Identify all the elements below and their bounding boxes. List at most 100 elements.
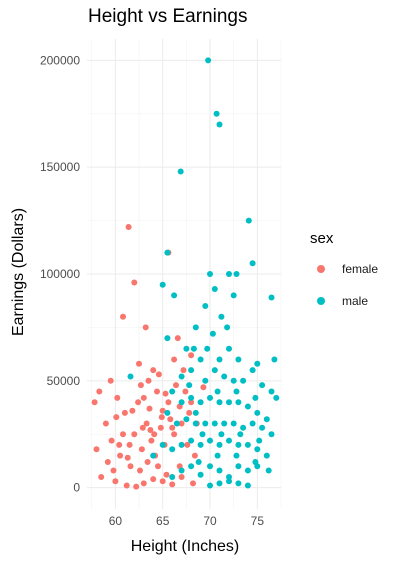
data-point-male	[209, 330, 216, 337]
data-point-male	[244, 403, 251, 410]
data-point-female	[154, 388, 160, 395]
data-point-female	[123, 482, 130, 489]
legend-label-male: male	[342, 294, 369, 308]
data-point-male	[195, 459, 202, 465]
data-point-male	[202, 303, 209, 309]
data-point-female	[171, 431, 178, 438]
data-point-male	[207, 463, 213, 470]
data-point-female	[165, 399, 172, 406]
data-point-female	[147, 427, 154, 433]
data-point-male	[235, 441, 242, 448]
data-point-male	[226, 345, 232, 352]
data-point-male	[183, 345, 190, 352]
data-point-female	[102, 420, 109, 427]
data-point-male	[216, 467, 223, 474]
data-point-female	[139, 424, 146, 431]
data-point-male	[211, 420, 218, 427]
data-point-female	[121, 409, 128, 416]
data-point-male	[188, 367, 195, 374]
data-point-female	[155, 371, 162, 378]
data-point-female	[150, 476, 157, 483]
x-tick-label: 60	[109, 514, 123, 528]
data-point-male	[190, 345, 197, 352]
x-axis-label: Height (Inches)	[131, 538, 240, 555]
data-point-male	[216, 121, 223, 128]
data-point-male	[235, 356, 242, 363]
data-point-male	[171, 292, 178, 299]
data-point-male	[213, 110, 220, 117]
data-point-male	[226, 437, 232, 444]
data-point-female	[186, 409, 193, 416]
data-points	[91, 57, 280, 490]
data-point-male	[240, 424, 247, 431]
data-point-male	[202, 377, 209, 384]
y-tick-label: 50000	[47, 374, 81, 388]
data-point-male	[214, 452, 221, 459]
data-point-male	[164, 249, 171, 256]
legend: sex female male	[310, 230, 378, 317]
y-tick-label: 0	[73, 481, 80, 495]
data-point-male	[226, 478, 232, 485]
data-point-male	[252, 459, 259, 465]
data-point-male	[235, 463, 242, 470]
data-point-male	[192, 420, 199, 427]
data-point-male	[230, 420, 237, 427]
data-point-female	[126, 441, 133, 448]
data-point-male	[214, 388, 221, 395]
grid	[87, 39, 282, 509]
data-point-female	[178, 420, 185, 427]
data-point-female	[120, 431, 126, 438]
data-point-male	[226, 399, 232, 406]
data-point-female	[191, 452, 198, 459]
data-point-male	[216, 441, 223, 448]
legend-label-female: female	[342, 262, 379, 276]
data-point-male	[205, 57, 212, 64]
data-point-female	[114, 394, 121, 401]
data-point-male	[211, 286, 218, 292]
data-point-female	[155, 463, 161, 470]
data-point-female	[133, 483, 140, 490]
data-point-male	[150, 452, 157, 459]
data-point-female	[112, 478, 119, 485]
data-point-female	[93, 446, 100, 453]
data-point-female	[140, 394, 147, 401]
y-tick-label: 100000	[40, 267, 80, 281]
x-tick-label: 70	[203, 514, 217, 528]
data-point-female	[136, 360, 142, 367]
data-point-female	[91, 399, 98, 406]
data-point-male	[204, 345, 211, 352]
data-point-female	[188, 352, 195, 359]
data-point-male	[230, 292, 237, 299]
data-point-female	[144, 459, 151, 465]
data-point-female	[135, 399, 142, 406]
data-point-male	[254, 409, 261, 416]
data-point-female	[131, 431, 138, 438]
data-point-female	[188, 399, 195, 406]
data-point-female	[96, 388, 103, 395]
data-point-female	[151, 431, 158, 438]
data-point-male	[188, 394, 195, 401]
data-point-male	[159, 281, 166, 288]
data-point-female	[184, 441, 191, 448]
data-point-female	[190, 480, 196, 487]
x-tick-label: 75	[251, 514, 265, 528]
data-point-male	[224, 324, 231, 331]
data-point-male	[178, 441, 185, 448]
data-point-female	[110, 467, 117, 474]
data-point-female	[162, 390, 169, 397]
data-point-female	[178, 474, 185, 480]
data-point-female	[129, 407, 136, 414]
data-point-male	[169, 388, 176, 395]
data-point-female	[107, 377, 114, 384]
data-point-female	[131, 279, 138, 286]
data-point-male	[207, 394, 213, 401]
data-point-female	[98, 474, 105, 480]
legend-item-male: male	[310, 285, 378, 317]
data-point-male	[252, 394, 259, 401]
data-point-male	[244, 441, 251, 448]
data-point-male	[164, 409, 171, 416]
data-point-male	[256, 437, 263, 444]
data-point-male	[216, 399, 223, 406]
data-point-male	[245, 217, 252, 224]
data-point-male	[173, 420, 180, 427]
